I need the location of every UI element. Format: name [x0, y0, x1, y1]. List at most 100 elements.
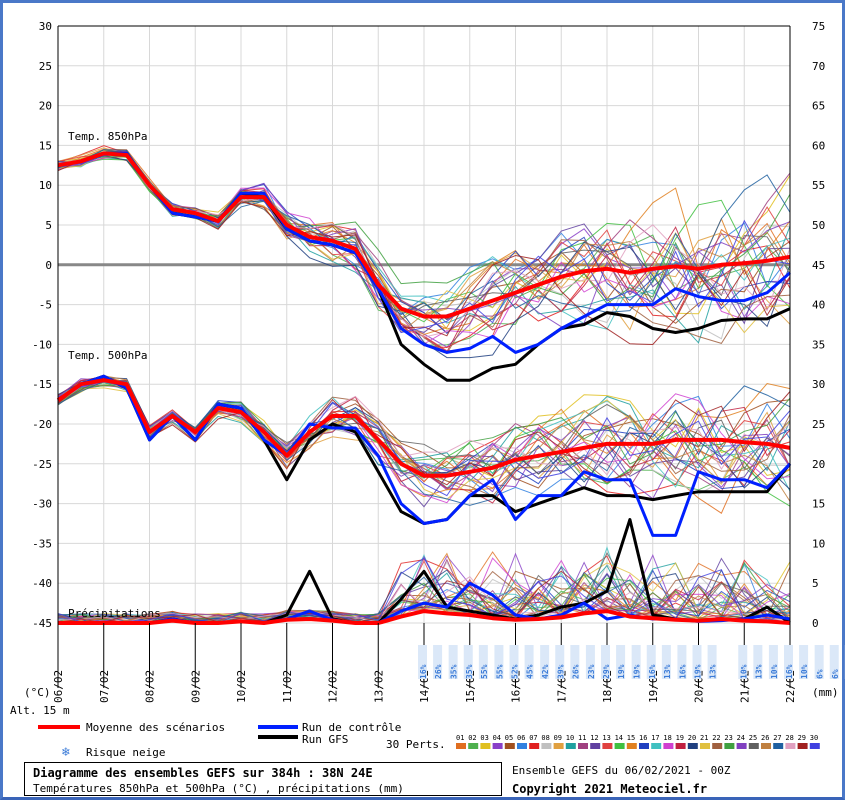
y-left-tick-label: 15 [39, 139, 52, 152]
y-left-tick-label: -35 [32, 537, 52, 550]
perturbation-legend-label: 15 [627, 734, 635, 742]
snow-risk-cell: 16% [418, 645, 428, 679]
t850-control-line [57, 151, 791, 354]
snow-risk-cell: 42% [540, 645, 550, 679]
perturbation-legend-label: 13 [602, 734, 610, 742]
perturbation-legend-label: 28 [785, 734, 793, 742]
snow-risk-label: 55% [480, 664, 489, 679]
perturbation-legend-swatch [553, 743, 564, 749]
snow-risk-label: 26% [571, 664, 580, 679]
y-left-tick-label: -20 [32, 418, 52, 431]
x-tick-label: 07/02 [98, 670, 111, 703]
snow-risk-bg [707, 645, 717, 679]
snow-risk-row: 16% 26% 35% 35% 55% 55% 52% 45% 42% 39% 26% 23% 29% 1… [418, 645, 845, 679]
perturbation-legend-swatch [785, 743, 796, 749]
t500-control-line [57, 374, 792, 537]
snow-risk-bg [540, 645, 550, 679]
perturbation-legend-label: 22 [712, 734, 720, 742]
grid [57, 25, 791, 624]
y-right-tick-label: 55 [812, 179, 825, 192]
snow-risk-bg [738, 645, 748, 679]
y-right-tick-label: 75 [812, 20, 825, 33]
snow-risk-cell: 16% [784, 645, 794, 679]
perturbation-legend-swatch [748, 743, 759, 749]
snow-risk-cell: 39% [555, 645, 565, 679]
snow-risk-cell: 16% [646, 645, 657, 679]
snow-risk-label: 23% [587, 664, 596, 679]
snow-risk-cell: 10% [738, 645, 748, 679]
snow-risk-bg [646, 645, 656, 679]
perturbation-line [57, 155, 791, 340]
perturbation-line [57, 150, 791, 355]
snow-risk-bg [692, 645, 702, 679]
perturbation-legend-swatch [541, 743, 552, 749]
snow-risk-label: 45% [526, 664, 535, 679]
perturbation-precip-line [57, 557, 791, 624]
y-left-tick-label: -30 [32, 498, 52, 511]
perturbation-legend-swatch [578, 743, 588, 749]
y-left-tick-label: -15 [32, 378, 52, 391]
y-right-tick-label: 20 [812, 458, 825, 471]
y-right-tick-label: 60 [812, 139, 825, 152]
snow-risk-cell: 23% [585, 645, 596, 679]
panel-label-t850: Temp. 850hPa [68, 130, 147, 143]
perturbation-legend-label: 04 [493, 734, 501, 742]
perturbation-legend-swatch [736, 743, 747, 749]
perturbation-legend-label: 03 [480, 734, 488, 742]
right-unit-label: (mm) [812, 686, 839, 699]
snow-risk-bg [478, 645, 488, 679]
perturbation-line [57, 151, 791, 333]
snow-risk-label: 6% [831, 669, 840, 679]
legend-control-label: Run de contrôle [302, 721, 401, 734]
snow-risk-bg [829, 645, 839, 679]
snow-risk-label: 16% [419, 664, 428, 679]
perturbation-legend-swatch [724, 743, 735, 749]
snow-risk-cell: 55% [494, 645, 504, 679]
snow-risk-cell: 35% [463, 645, 474, 679]
snow-risk-bg [418, 645, 427, 679]
y-left-tick-label: -45 [32, 617, 52, 630]
snow-risk-label: 13% [663, 664, 672, 679]
snow-risk-bg [433, 645, 443, 679]
altitude-label: Alt. 15 m [10, 704, 70, 717]
perturbation-legend-swatch [565, 743, 576, 749]
perturbation-legend-label: 21 [700, 734, 708, 742]
snow-risk-label: 13% [754, 664, 763, 679]
x-tick-label: 08/02 [144, 670, 157, 703]
perturbation-legend-label: 14 [615, 734, 623, 742]
y-left-tick-label: -40 [32, 577, 52, 590]
perturbation-legend-label: 29 [798, 734, 806, 742]
snow-risk-bg [677, 645, 687, 679]
chart-subtitle: Températures 850hPa et 500hPa (°C) , pré… [33, 782, 404, 795]
snow-risk-cell: 26% [433, 645, 443, 679]
y-right-tick-label: 50 [812, 219, 825, 232]
y-left-tick-label: 25 [39, 60, 52, 73]
run-info: Ensemble GEFS du 06/02/2021 - 00Z [512, 764, 731, 777]
perturbation-legend-label: 30 [810, 734, 818, 742]
perturbation-legend-label: 09 [554, 734, 562, 742]
snow-risk-cell: 13% [661, 645, 672, 679]
snow-risk-bg [524, 645, 534, 679]
snow-risk-label: 42% [541, 664, 550, 679]
snow-risk-cell: 45% [524, 645, 535, 679]
perturbation-legend-swatch [504, 743, 515, 749]
perturbation-legend-label: 08 [541, 734, 549, 742]
snow-risk-bg [661, 645, 671, 679]
perturbation-legend-label: 06 [517, 734, 525, 742]
snow-risk-bg [601, 645, 610, 679]
perturbation-legend-label: 26 [761, 734, 769, 742]
y-left-tick-label: 30 [39, 20, 52, 33]
y-right-tick-label: 25 [812, 418, 825, 431]
y-left-tick-label: 0 [45, 259, 52, 272]
perturbation-legend: 01 02 03 04 05 06 07 08 09 10 11 12 13 14 15 16 17 18 19 20… [456, 734, 820, 749]
perturbation-legend-label: 01 [456, 734, 464, 742]
copyright: Copyright 2021 Meteociel.fr [512, 782, 708, 796]
snow-risk-label: 29% [602, 664, 611, 679]
panel-label-precip: Précipitations [68, 607, 161, 620]
y-left-tick-label: 10 [39, 179, 52, 192]
perturbation-legend-label: 16 [639, 734, 647, 742]
perturbation-legend-swatch [529, 743, 540, 749]
snow-risk-cell: 13% [707, 645, 718, 679]
snow-risk-bg [784, 645, 793, 679]
